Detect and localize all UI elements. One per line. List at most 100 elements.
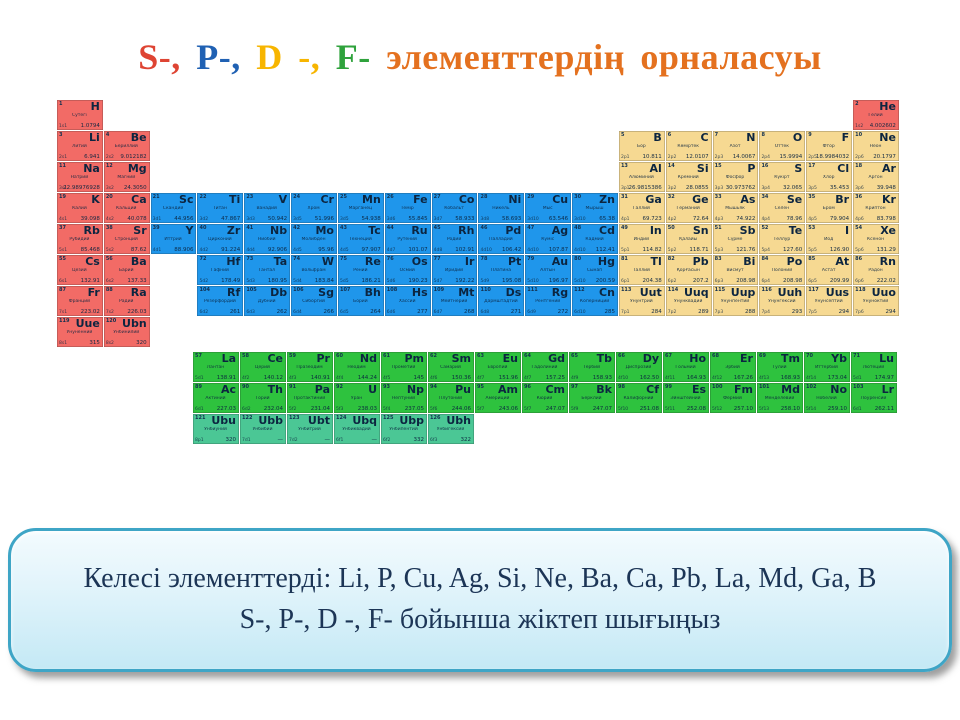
element-cell-Na: 11 Na Натрий 3s1 22.98976928	[57, 162, 103, 192]
element-cell-La: 57 La Лантан 5d1 138.91	[193, 352, 239, 382]
element-symbol: Fr	[87, 286, 100, 299]
element-name: Мышьяк	[725, 206, 745, 211]
atomic-number: 47	[527, 225, 535, 231]
element-symbol: V	[278, 193, 288, 206]
element-symbol: Th	[267, 383, 283, 396]
element-name: Неодим	[347, 365, 366, 370]
element-cell-Np: 93 Np Нептуний 5f4 237.05	[381, 383, 427, 413]
electron-config: 4d1	[152, 248, 162, 253]
atomic-number: 69	[759, 353, 766, 359]
atomic-number: 13	[620, 163, 628, 169]
electron-config: 2s2	[105, 155, 114, 160]
element-name: Унбибий	[252, 427, 273, 432]
electron-config: 7p3	[714, 310, 724, 315]
element-name: Астат	[821, 268, 836, 273]
electron-config: 8s1	[59, 341, 68, 346]
element-name: Ниобий	[257, 237, 276, 242]
element-name: Празеодим	[296, 365, 323, 370]
atomic-mass: 284	[651, 309, 662, 315]
atomic-mass: 92.906	[267, 247, 288, 253]
electron-config: 3p1	[620, 186, 630, 191]
electron-config: 5f10	[618, 407, 629, 412]
element-symbol: Mt	[458, 286, 475, 299]
electron-config: 3p5	[808, 186, 817, 191]
element-cell-Mt: 109 Mt Мейтнерий 6d7 268	[431, 286, 478, 316]
element-cell-Uue: 119 Uue Унуненний 8s1 315	[57, 317, 103, 347]
atomic-number: 22	[199, 194, 207, 200]
element-cell-Yb: 70 Yb Иттербий 4f14 173.04	[804, 352, 850, 382]
element-name: Кремний	[677, 175, 699, 180]
element-name: Иттрий	[164, 237, 182, 242]
atomic-mass: 137.33	[127, 278, 147, 284]
element-name: Молибден	[301, 237, 326, 242]
electron-config: 3p4	[761, 186, 771, 191]
element-name: Плутоний	[438, 396, 463, 401]
atomic-number: 111	[527, 287, 538, 293]
element-cell-Al: 13 Al Алюминий 3p1 26.9815386	[618, 162, 665, 192]
electron-config: 4f7	[477, 376, 485, 381]
element-name: Гадолиний	[531, 365, 558, 370]
element-cell-Be: 4 Be Бериллий 2s2 9.012182	[103, 131, 150, 161]
element-symbol: Am	[498, 383, 518, 396]
atomic-mass: 9.012182	[120, 154, 147, 160]
electron-config: 3d10	[527, 217, 539, 222]
atomic-mass: 145	[413, 375, 425, 381]
electron-config: 4p5	[808, 217, 817, 222]
atomic-number: 32	[667, 194, 675, 200]
atomic-number: 42	[293, 225, 301, 231]
element-name: Торий	[255, 396, 270, 401]
atomic-mass: 262.11	[874, 406, 894, 412]
atomic-mass: 15.9994	[779, 154, 803, 160]
atomic-mass: 178.49	[221, 278, 241, 284]
electron-config: 5p1	[620, 248, 630, 253]
element-symbol: At	[835, 255, 850, 268]
element-cell-Cf: 98 Cf Калифорний 5f10 251.08	[616, 383, 662, 413]
element-cell-Ce: 58 Ce Церий 4f2 140.12	[240, 352, 286, 382]
element-name: Унунгексий	[768, 299, 796, 304]
element-symbol: Tc	[368, 224, 381, 237]
atomic-number: 7	[714, 132, 719, 138]
electron-config: 5f14	[806, 407, 817, 412]
element-symbol: Nd	[359, 352, 377, 365]
atomic-mass: 238.03	[357, 406, 377, 412]
element-symbol: K	[91, 193, 100, 206]
element-symbol: Cm	[545, 383, 565, 396]
element-name: Таллий	[632, 268, 650, 273]
element-name: Лоуренсий	[860, 396, 887, 401]
element-symbol: Ba	[130, 255, 147, 268]
atomic-mass: 39.098	[80, 216, 100, 222]
electron-config: 6d4	[293, 310, 302, 315]
atomic-number: 37	[59, 225, 66, 231]
element-name: Унунтрий	[630, 299, 653, 304]
atomic-number: 49	[620, 225, 628, 231]
element-cell-Kr: 36 Kr Криптон 4p6 83.798	[853, 193, 899, 223]
element-cell-Uut: 113 Uut Унунтрий 7p1 284	[618, 286, 665, 316]
atomic-mass: 268	[463, 309, 475, 315]
element-name: Индий	[633, 237, 649, 242]
element-cell-Hg: 80 Hg Сынап 5d10 200.59	[572, 255, 618, 285]
electron-config: 6f1	[336, 438, 344, 443]
element-cell-Cu: 29 Cu Мыс 3d10 63.546	[525, 193, 572, 223]
atomic-number: 97	[571, 384, 578, 390]
element-name: Нептуний	[391, 396, 416, 401]
element-cell-Cl: 17 Cl Хлор 3p5 35.453	[806, 162, 853, 192]
element-symbol: Ubb	[258, 414, 283, 427]
electron-config: 4f11	[665, 376, 676, 381]
electron-config: 6d2	[242, 407, 251, 412]
element-symbol: Md	[781, 383, 800, 396]
atomic-mass: 168.93	[780, 375, 800, 381]
atomic-number: 56	[105, 256, 113, 262]
element-cell-Os: 76 Os Осмий 5d6 190.23	[384, 255, 431, 285]
element-name: Унунпентий	[720, 299, 750, 304]
atomic-number: 74	[293, 256, 301, 262]
element-symbol: La	[221, 352, 236, 365]
atomic-mass: 72.64	[692, 216, 709, 222]
electron-config: 4d5	[339, 248, 349, 253]
element-name: Родий	[446, 237, 462, 242]
element-name: Тантал	[258, 268, 276, 273]
atomic-number: 31	[620, 194, 628, 200]
electron-config: 1s2	[855, 124, 864, 129]
electron-config: 6p2	[667, 279, 677, 284]
atomic-mass: 251.08	[639, 406, 659, 412]
element-symbol: Na	[83, 162, 100, 175]
